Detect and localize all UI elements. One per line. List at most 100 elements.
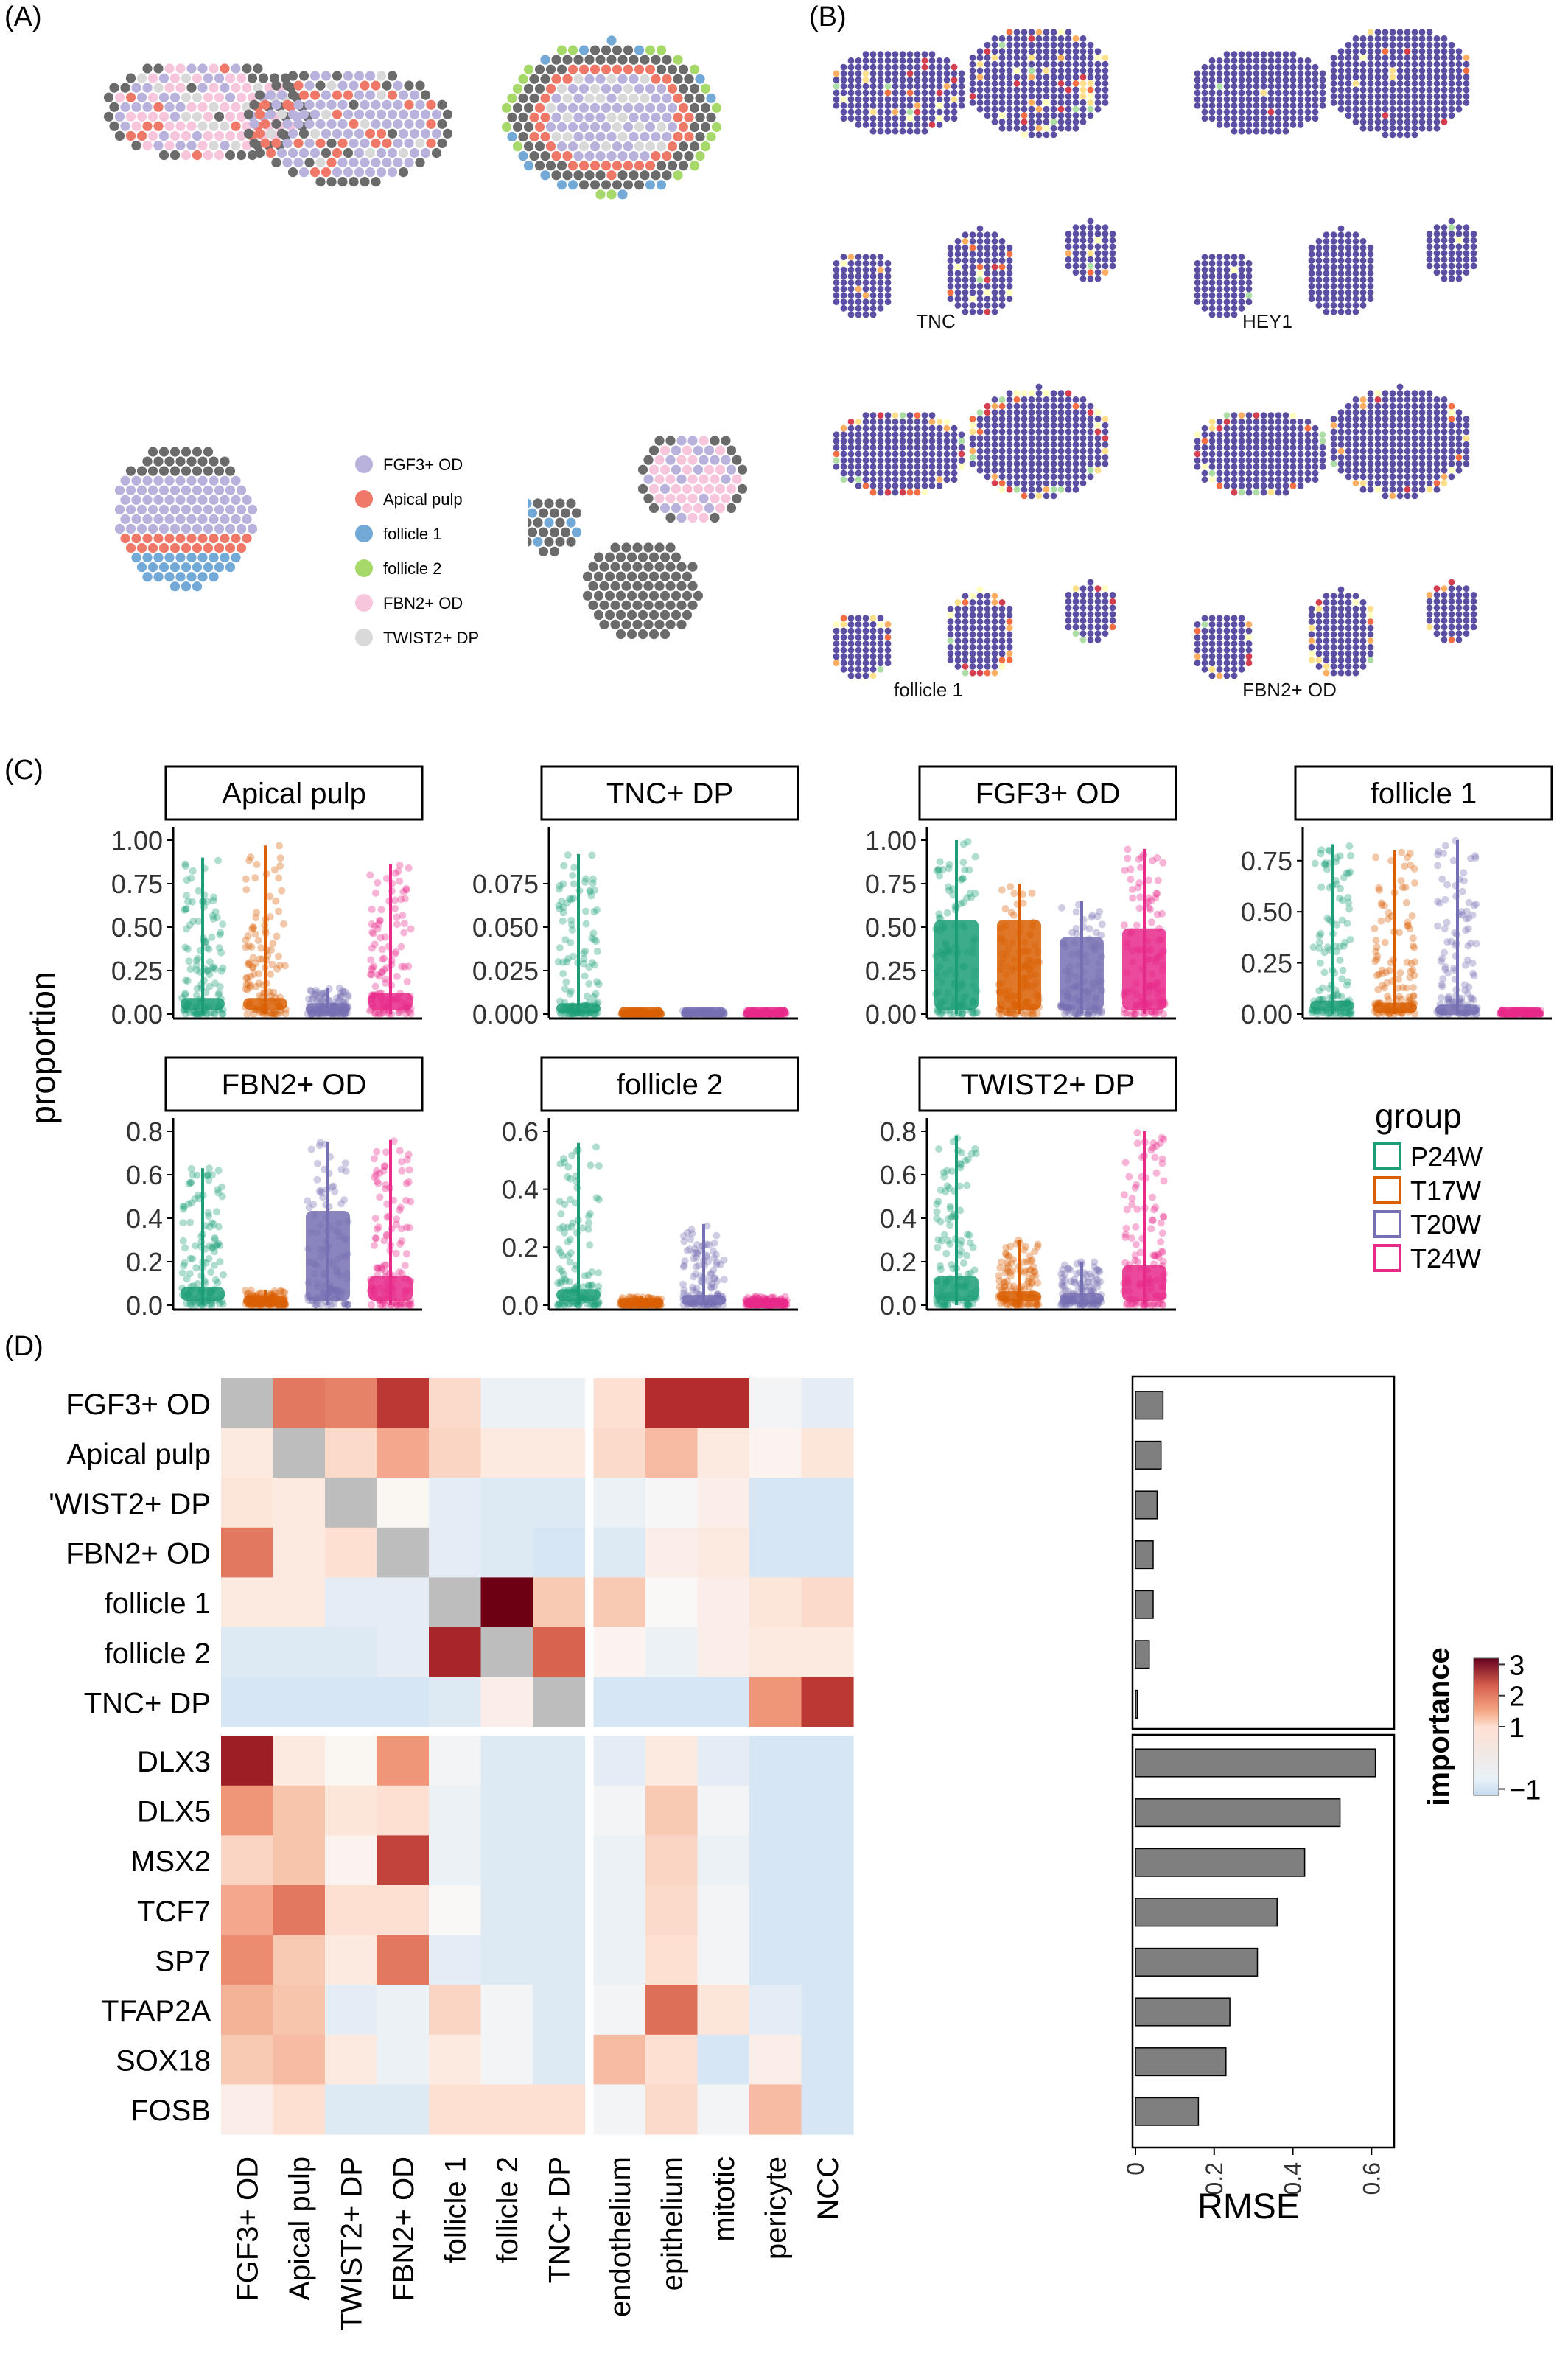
spot <box>984 599 991 606</box>
spot <box>527 508 538 518</box>
spot <box>1065 428 1072 436</box>
spot <box>1282 96 1289 102</box>
spot <box>892 89 899 97</box>
spot <box>943 424 951 432</box>
spot <box>1260 431 1267 438</box>
spot <box>1396 112 1404 119</box>
spot <box>1352 663 1359 670</box>
spot <box>1396 461 1404 467</box>
spot <box>1065 592 1072 598</box>
spot <box>1028 48 1035 55</box>
spot <box>282 99 293 110</box>
spot <box>1304 419 1312 425</box>
data-point <box>250 1010 258 1018</box>
spot <box>951 83 958 90</box>
spot <box>1201 646 1208 654</box>
data-point <box>181 860 189 868</box>
spot <box>737 464 748 475</box>
spot <box>884 51 892 58</box>
spot <box>1433 454 1441 461</box>
spot <box>991 231 998 239</box>
spot <box>1418 125 1426 132</box>
spot <box>840 660 847 666</box>
spot <box>209 495 219 505</box>
spot <box>1359 263 1367 270</box>
spot <box>637 464 648 475</box>
spot <box>1102 237 1109 244</box>
data-point <box>181 906 189 914</box>
spot <box>921 122 928 128</box>
spot <box>710 474 720 484</box>
spot <box>1411 86 1418 94</box>
spot <box>1433 86 1441 94</box>
spot <box>1470 592 1477 598</box>
spot <box>877 115 884 122</box>
spot <box>921 444 928 451</box>
spot <box>1337 435 1345 441</box>
spot <box>1389 48 1396 55</box>
spot <box>1260 424 1267 432</box>
spot <box>662 151 672 161</box>
spot <box>231 514 241 525</box>
spot <box>1337 618 1345 625</box>
spot <box>1231 419 1238 425</box>
data-point <box>401 962 409 971</box>
spot <box>1216 476 1223 483</box>
spot <box>671 609 682 621</box>
spot <box>578 161 589 171</box>
spot <box>1267 419 1275 425</box>
spot <box>1094 617 1102 624</box>
spot <box>1404 416 1411 422</box>
spot <box>1337 663 1345 670</box>
spot <box>1289 122 1297 128</box>
spot <box>1079 262 1087 270</box>
spot <box>862 63 869 71</box>
spot <box>1330 276 1337 283</box>
spot <box>186 83 197 93</box>
spot <box>1426 80 1433 87</box>
spot <box>1382 86 1389 94</box>
data-point <box>305 995 312 1003</box>
spot <box>667 102 678 113</box>
spot <box>1072 461 1079 467</box>
spot <box>1109 592 1116 598</box>
spot <box>1289 457 1297 464</box>
spot <box>626 609 637 621</box>
spot <box>855 438 862 444</box>
spot <box>654 581 665 591</box>
spot <box>287 147 298 158</box>
spot <box>249 99 259 110</box>
spot <box>921 483 928 489</box>
spot <box>1359 605 1367 612</box>
spot <box>1065 480 1072 486</box>
spot <box>562 131 573 142</box>
spot <box>914 438 921 444</box>
spot <box>1050 486 1057 493</box>
spot <box>862 102 869 109</box>
spot <box>404 119 414 129</box>
spot <box>676 600 687 610</box>
spot <box>855 424 862 432</box>
spot <box>855 463 862 470</box>
spot <box>877 483 884 489</box>
spot <box>186 475 197 486</box>
spot <box>1253 469 1260 477</box>
spot <box>884 122 892 128</box>
spot <box>1323 643 1330 651</box>
spot <box>1297 431 1304 438</box>
spot <box>1245 419 1253 425</box>
spot <box>1448 473 1455 481</box>
spot <box>1194 292 1201 299</box>
spot <box>1448 585 1455 593</box>
data-point <box>401 920 408 927</box>
y-axis-label: proportion <box>24 971 62 1124</box>
spot <box>914 70 921 77</box>
spot <box>962 296 969 303</box>
spot <box>1109 231 1116 237</box>
spot <box>1050 480 1057 486</box>
spot <box>998 93 1006 100</box>
spot <box>869 102 877 109</box>
spot <box>1087 461 1094 467</box>
data-point <box>593 906 601 914</box>
spot <box>1396 55 1404 61</box>
